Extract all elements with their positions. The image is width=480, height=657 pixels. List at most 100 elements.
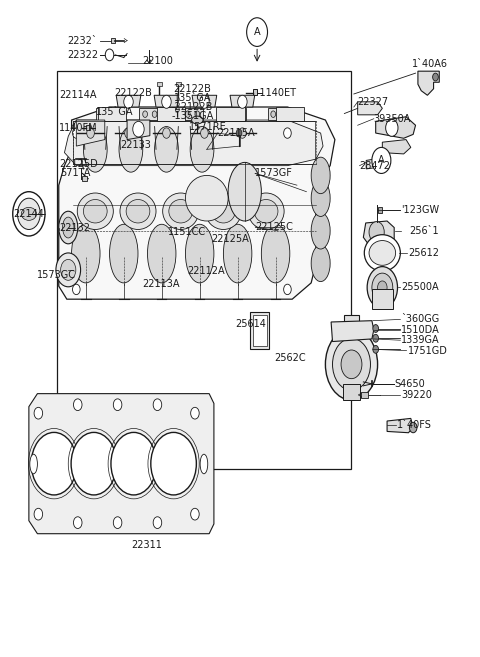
Text: A: A <box>254 27 260 37</box>
Ellipse shape <box>109 224 138 283</box>
Polygon shape <box>363 221 394 245</box>
Bar <box>176 82 180 86</box>
Circle shape <box>125 128 132 138</box>
Text: 22327: 22327 <box>358 97 389 107</box>
Circle shape <box>176 97 179 102</box>
Polygon shape <box>230 95 255 107</box>
Circle shape <box>238 95 247 108</box>
Bar <box>96 108 117 120</box>
Polygon shape <box>331 321 374 342</box>
Circle shape <box>163 128 170 138</box>
Text: 22114A: 22114A <box>59 90 96 101</box>
Polygon shape <box>29 394 214 533</box>
Polygon shape <box>76 120 105 146</box>
Circle shape <box>432 73 438 81</box>
Polygon shape <box>59 107 335 299</box>
Circle shape <box>247 18 267 47</box>
Circle shape <box>99 111 104 118</box>
Text: 1339GA: 1339GA <box>401 335 440 345</box>
Ellipse shape <box>120 193 156 229</box>
Polygon shape <box>361 392 368 398</box>
Ellipse shape <box>84 127 107 172</box>
Text: 256`1: 256`1 <box>409 226 439 236</box>
Ellipse shape <box>126 200 150 223</box>
Text: -1140ET: -1140ET <box>257 87 297 98</box>
Ellipse shape <box>30 454 37 474</box>
Text: -22122B: -22122B <box>172 102 213 112</box>
Circle shape <box>71 432 117 495</box>
Circle shape <box>236 129 242 137</box>
Text: 25500A: 25500A <box>401 283 439 292</box>
Polygon shape <box>97 107 126 122</box>
Circle shape <box>72 284 80 294</box>
Circle shape <box>17 198 40 229</box>
Bar <box>251 311 269 350</box>
Ellipse shape <box>185 175 228 221</box>
Ellipse shape <box>59 212 78 244</box>
Circle shape <box>369 221 384 242</box>
Ellipse shape <box>155 127 179 172</box>
Ellipse shape <box>192 116 203 124</box>
Ellipse shape <box>223 224 252 283</box>
Circle shape <box>378 281 387 294</box>
Circle shape <box>333 338 371 390</box>
Text: 28472: 28472 <box>360 161 391 171</box>
Bar <box>73 122 315 164</box>
Circle shape <box>191 407 199 419</box>
Bar <box>267 108 288 120</box>
Circle shape <box>34 509 43 520</box>
Circle shape <box>31 432 77 495</box>
Text: 22144: 22144 <box>13 209 44 219</box>
Ellipse shape <box>200 454 208 474</box>
Circle shape <box>153 517 162 528</box>
Text: S4650: S4650 <box>395 379 425 389</box>
Text: 22311: 22311 <box>131 540 162 550</box>
Polygon shape <box>358 102 383 115</box>
Text: 1751GD: 1751GD <box>408 346 447 355</box>
Text: 135`GA: 135`GA <box>96 107 133 117</box>
Ellipse shape <box>212 200 235 223</box>
Ellipse shape <box>311 180 330 216</box>
Circle shape <box>239 128 246 138</box>
Circle shape <box>34 407 43 419</box>
Text: 39220: 39220 <box>401 390 432 400</box>
Circle shape <box>228 111 233 118</box>
Polygon shape <box>192 95 217 107</box>
Ellipse shape <box>205 193 241 229</box>
Circle shape <box>113 399 122 411</box>
Circle shape <box>195 111 200 118</box>
Text: -1351GA: -1351GA <box>172 111 214 121</box>
Text: 1151CC: 1151CC <box>168 227 206 237</box>
Circle shape <box>372 273 393 302</box>
Ellipse shape <box>84 200 107 223</box>
Circle shape <box>280 111 285 118</box>
Bar <box>182 108 203 120</box>
Polygon shape <box>387 419 413 433</box>
Polygon shape <box>127 120 150 139</box>
Ellipse shape <box>62 217 74 238</box>
Circle shape <box>111 432 156 495</box>
Ellipse shape <box>364 235 400 271</box>
Circle shape <box>385 120 398 136</box>
Text: 1510DA: 1510DA <box>401 325 440 335</box>
Circle shape <box>200 95 209 108</box>
Circle shape <box>373 346 379 353</box>
Polygon shape <box>216 107 245 122</box>
Text: 22132: 22132 <box>59 223 90 233</box>
Text: 1573GC: 1573GC <box>37 270 76 280</box>
Circle shape <box>105 49 114 60</box>
Text: 1`40A6: 1`40A6 <box>412 59 448 69</box>
Circle shape <box>284 284 291 294</box>
Circle shape <box>153 399 162 411</box>
Ellipse shape <box>248 193 284 229</box>
Polygon shape <box>383 139 411 154</box>
Text: 22115A: 22115A <box>218 128 255 138</box>
Ellipse shape <box>185 224 214 283</box>
Bar <box>343 384 360 400</box>
Bar <box>344 315 359 330</box>
Ellipse shape <box>72 224 100 283</box>
Bar <box>372 290 393 309</box>
Circle shape <box>60 260 76 281</box>
Circle shape <box>13 192 45 236</box>
Text: '123GW: '123GW <box>401 205 439 215</box>
